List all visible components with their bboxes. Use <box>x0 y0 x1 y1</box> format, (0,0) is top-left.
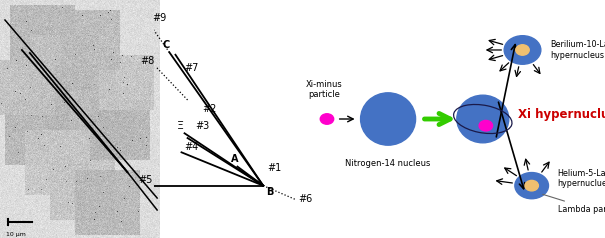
Text: 10 μm: 10 μm <box>6 232 26 237</box>
Circle shape <box>516 45 529 55</box>
Text: Helium-5-Lambda
hypernuclues: Helium-5-Lambda hypernuclues <box>558 169 605 188</box>
Text: #2: #2 <box>203 104 217 114</box>
Text: #5: #5 <box>139 175 152 185</box>
Text: #7: #7 <box>185 63 199 73</box>
Text: Lambda particle: Lambda particle <box>543 194 605 214</box>
Text: Nitrogen-14 nucleus: Nitrogen-14 nucleus <box>345 159 431 169</box>
Text: Xi-minus
particle: Xi-minus particle <box>306 80 342 99</box>
Text: Xi hypernuclues: Xi hypernuclues <box>518 108 605 121</box>
Text: #9: #9 <box>152 13 166 23</box>
Circle shape <box>320 114 334 124</box>
Text: #4: #4 <box>185 142 199 152</box>
Text: Berilium-10-Lambda
hypernucleus: Berilium-10-Lambda hypernucleus <box>550 40 605 60</box>
Text: C: C <box>163 40 170 50</box>
Text: Ξ: Ξ <box>177 120 184 130</box>
Circle shape <box>504 36 541 64</box>
Text: #6: #6 <box>298 194 312 204</box>
Text: #8: #8 <box>140 56 154 66</box>
Ellipse shape <box>361 93 416 145</box>
Text: #1: #1 <box>267 163 282 173</box>
Circle shape <box>479 120 492 131</box>
Text: A: A <box>231 154 239 164</box>
Text: #3: #3 <box>195 120 209 130</box>
Circle shape <box>525 180 538 191</box>
Text: B: B <box>266 187 273 197</box>
Ellipse shape <box>457 95 509 143</box>
Circle shape <box>515 173 549 199</box>
